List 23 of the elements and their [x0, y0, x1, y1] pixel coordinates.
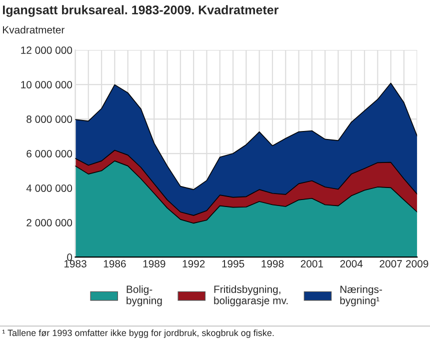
- legend-label: Bolig- bygning: [126, 285, 162, 306]
- legend-label: Nærings- bygning¹: [340, 285, 382, 306]
- x-tick-label: 2001: [300, 260, 323, 268]
- x-tick-label: 1983: [64, 260, 86, 268]
- y-tick-label: 0: [67, 254, 72, 261]
- x-tick-label: 1989: [143, 260, 166, 268]
- y-tick-label: 6 000 000: [26, 150, 72, 158]
- x-tick-label: 2007: [380, 260, 402, 268]
- chart-title: Igangsatt bruksareal. 1983-2009. Kvadratmeter: [2, 5, 278, 17]
- x-tick-label: 1986: [104, 260, 126, 268]
- y-tick-label: 8 000 000: [26, 116, 72, 123]
- y-tick-label: 12 000 000: [21, 46, 72, 54]
- x-tick-label: 1992: [182, 260, 205, 268]
- y-tick-label: 4 000 000: [26, 184, 72, 192]
- y-tick-label: 10 000 000: [21, 81, 72, 88]
- text: ¹ Tallene før 1993 omfatter ikke bygg for jordbruk, skogbruk og fiske.: [2, 329, 274, 338]
- legend-label: Fritidsbygning, boliggarasje mv.: [214, 285, 288, 306]
- y-tick-label: 2 000 000: [26, 219, 72, 226]
- x-tick-label: 1995: [222, 260, 244, 268]
- x-tick-label: 2004: [340, 260, 363, 268]
- x-tick-label: 2009: [406, 260, 428, 268]
- x-tick-label: 1998: [262, 260, 284, 268]
- y-axis-title: Kvadratmeter: [3, 26, 65, 34]
